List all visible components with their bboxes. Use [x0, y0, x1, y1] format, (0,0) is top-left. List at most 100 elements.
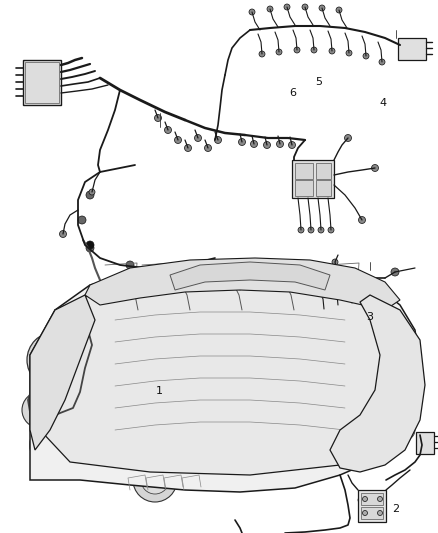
Circle shape	[155, 115, 162, 122]
Circle shape	[68, 385, 88, 405]
Circle shape	[126, 261, 134, 269]
Circle shape	[86, 241, 94, 249]
Bar	[416, 432, 434, 454]
Circle shape	[165, 126, 172, 133]
Circle shape	[60, 230, 67, 238]
Circle shape	[86, 191, 94, 199]
Circle shape	[345, 134, 352, 141]
Circle shape	[378, 497, 382, 502]
Polygon shape	[85, 258, 400, 310]
Circle shape	[292, 308, 297, 312]
Bar	[292, 160, 334, 198]
Circle shape	[54, 437, 70, 453]
Circle shape	[276, 141, 283, 148]
Circle shape	[247, 432, 254, 439]
Text: 2: 2	[392, 504, 399, 514]
Circle shape	[346, 309, 353, 316]
Bar	[316, 163, 331, 179]
Circle shape	[37, 342, 73, 378]
Circle shape	[86, 244, 94, 252]
Circle shape	[215, 136, 222, 143]
Circle shape	[371, 165, 378, 172]
Text: 5: 5	[315, 77, 322, 87]
Circle shape	[302, 4, 308, 10]
Circle shape	[379, 59, 385, 65]
Text: 6: 6	[290, 88, 297, 98]
Circle shape	[294, 47, 300, 53]
Polygon shape	[170, 262, 330, 290]
Circle shape	[89, 189, 95, 195]
Circle shape	[141, 466, 169, 494]
Circle shape	[298, 227, 304, 233]
Circle shape	[135, 308, 141, 312]
Circle shape	[38, 421, 86, 469]
Bar	[361, 493, 383, 505]
Circle shape	[358, 496, 366, 504]
Bar	[25, 62, 59, 103]
Circle shape	[239, 139, 246, 146]
Circle shape	[78, 216, 86, 224]
Circle shape	[276, 49, 282, 55]
Polygon shape	[330, 295, 425, 472]
Circle shape	[64, 307, 80, 323]
Circle shape	[174, 136, 181, 143]
Circle shape	[391, 268, 399, 276]
Circle shape	[297, 304, 304, 311]
Polygon shape	[35, 278, 395, 475]
Circle shape	[259, 51, 265, 57]
Circle shape	[363, 53, 369, 59]
Circle shape	[117, 357, 124, 364]
Circle shape	[264, 141, 271, 149]
Circle shape	[336, 7, 342, 13]
Circle shape	[251, 141, 258, 148]
Circle shape	[319, 5, 325, 11]
Polygon shape	[30, 265, 420, 492]
Circle shape	[311, 47, 317, 53]
Circle shape	[376, 366, 404, 394]
Circle shape	[146, 304, 153, 311]
Circle shape	[363, 511, 367, 515]
Circle shape	[27, 332, 83, 388]
Circle shape	[46, 429, 78, 461]
Circle shape	[197, 302, 204, 309]
Bar	[316, 180, 331, 196]
Circle shape	[205, 144, 212, 151]
Circle shape	[284, 4, 290, 10]
Circle shape	[96, 416, 103, 424]
Circle shape	[96, 306, 103, 313]
Circle shape	[377, 357, 384, 364]
Circle shape	[267, 6, 273, 12]
Circle shape	[346, 50, 352, 56]
Circle shape	[289, 141, 296, 149]
Circle shape	[22, 392, 58, 428]
Bar	[295, 180, 313, 196]
Circle shape	[336, 354, 343, 361]
Circle shape	[194, 134, 201, 141]
Circle shape	[363, 497, 367, 502]
Bar	[23, 60, 61, 105]
Circle shape	[326, 429, 333, 435]
Text: 4: 4	[379, 98, 387, 108]
Polygon shape	[30, 295, 95, 450]
Circle shape	[30, 413, 94, 477]
Circle shape	[247, 302, 254, 309]
Circle shape	[187, 308, 192, 312]
Circle shape	[377, 416, 384, 424]
Text: 1: 1	[155, 386, 162, 396]
Circle shape	[335, 302, 341, 308]
Circle shape	[166, 426, 173, 433]
Bar	[358, 490, 386, 522]
Circle shape	[358, 216, 365, 223]
Bar	[361, 507, 383, 519]
Circle shape	[328, 227, 334, 233]
Circle shape	[249, 9, 255, 15]
Circle shape	[197, 351, 204, 359]
Bar	[398, 38, 426, 60]
Circle shape	[368, 358, 412, 402]
Bar	[295, 163, 313, 179]
Circle shape	[329, 48, 335, 54]
Circle shape	[276, 351, 283, 359]
Circle shape	[318, 227, 324, 233]
Circle shape	[45, 350, 65, 370]
Circle shape	[184, 144, 191, 151]
